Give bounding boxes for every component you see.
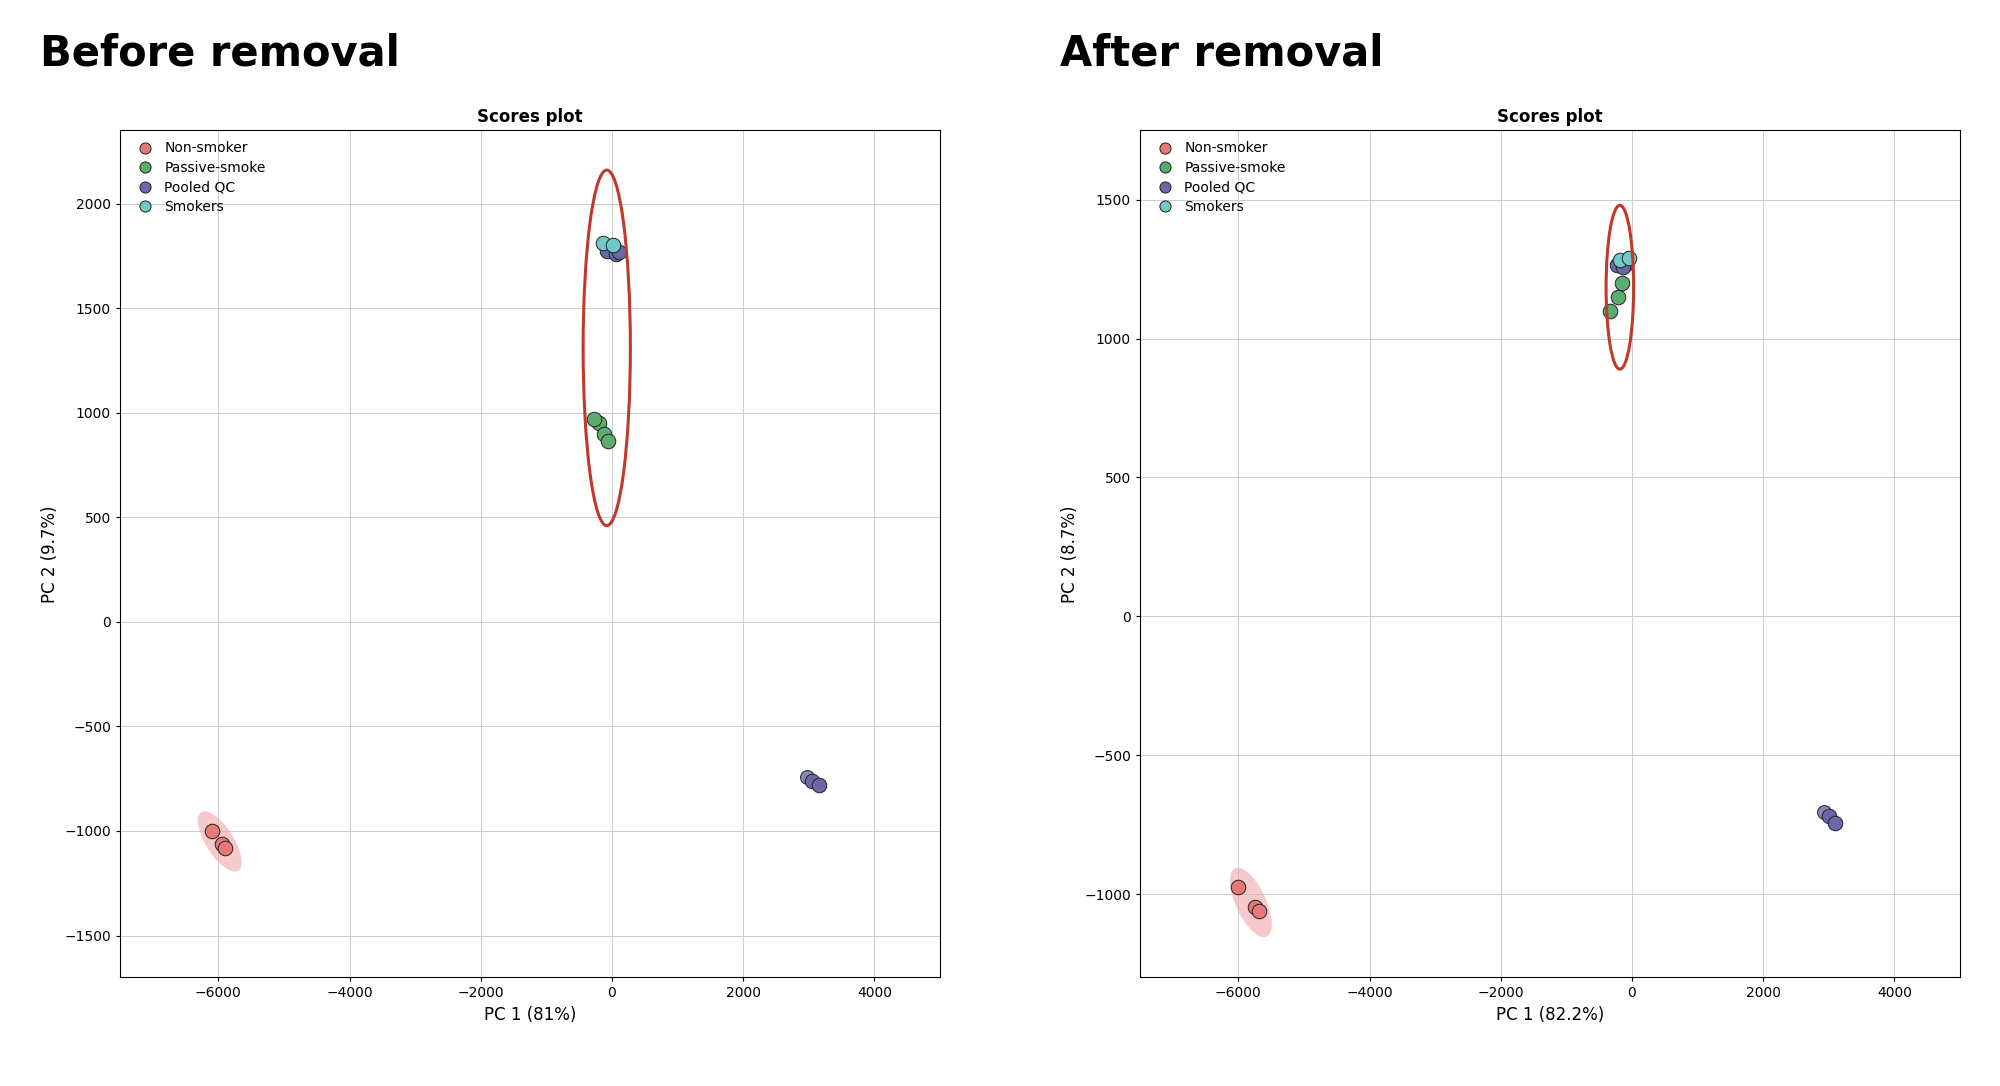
Point — [1222, 879, 1254, 896]
Point — [196, 822, 228, 839]
Point — [578, 411, 610, 428]
Point — [588, 425, 620, 442]
X-axis label: PC 1 (82.2%): PC 1 (82.2%) — [1496, 1006, 1604, 1024]
Text: Before removal: Before removal — [40, 33, 400, 75]
Point — [1820, 814, 1852, 832]
Point — [596, 237, 628, 254]
Y-axis label: PC 2 (8.7%): PC 2 (8.7%) — [1060, 505, 1078, 603]
Point — [1606, 275, 1638, 292]
Point — [592, 432, 624, 450]
Point — [792, 768, 824, 785]
X-axis label: PC 1 (81%): PC 1 (81%) — [484, 1006, 576, 1024]
Point — [1604, 252, 1636, 269]
Text: After removal: After removal — [1060, 33, 1384, 75]
Point — [582, 415, 614, 432]
Point — [1602, 288, 1634, 305]
Point — [1594, 302, 1626, 319]
Point — [604, 243, 636, 261]
Point — [590, 242, 622, 260]
Point — [600, 245, 632, 263]
Legend: Non-smoker, Passive-smoke, Pooled QC, Smokers: Non-smoker, Passive-smoke, Pooled QC, Sm… — [126, 137, 270, 218]
Point — [1614, 249, 1646, 266]
Title: Scores plot: Scores plot — [1498, 108, 1602, 126]
Point — [1600, 256, 1632, 274]
Title: Scores plot: Scores plot — [478, 108, 582, 126]
Point — [1606, 258, 1638, 276]
Point — [802, 776, 834, 794]
Point — [586, 235, 618, 252]
Point — [1808, 804, 1840, 821]
Point — [1238, 898, 1270, 915]
Point — [206, 835, 238, 853]
Point — [796, 772, 828, 790]
Point — [1610, 255, 1642, 273]
Y-axis label: PC 2 (9.7%): PC 2 (9.7%) — [40, 505, 58, 603]
Ellipse shape — [1230, 868, 1272, 937]
Point — [1812, 808, 1844, 825]
Ellipse shape — [198, 811, 242, 872]
Point — [208, 839, 240, 857]
Legend: Non-smoker, Passive-smoke, Pooled QC, Smokers: Non-smoker, Passive-smoke, Pooled QC, Sm… — [1146, 137, 1290, 218]
Point — [1244, 902, 1276, 920]
